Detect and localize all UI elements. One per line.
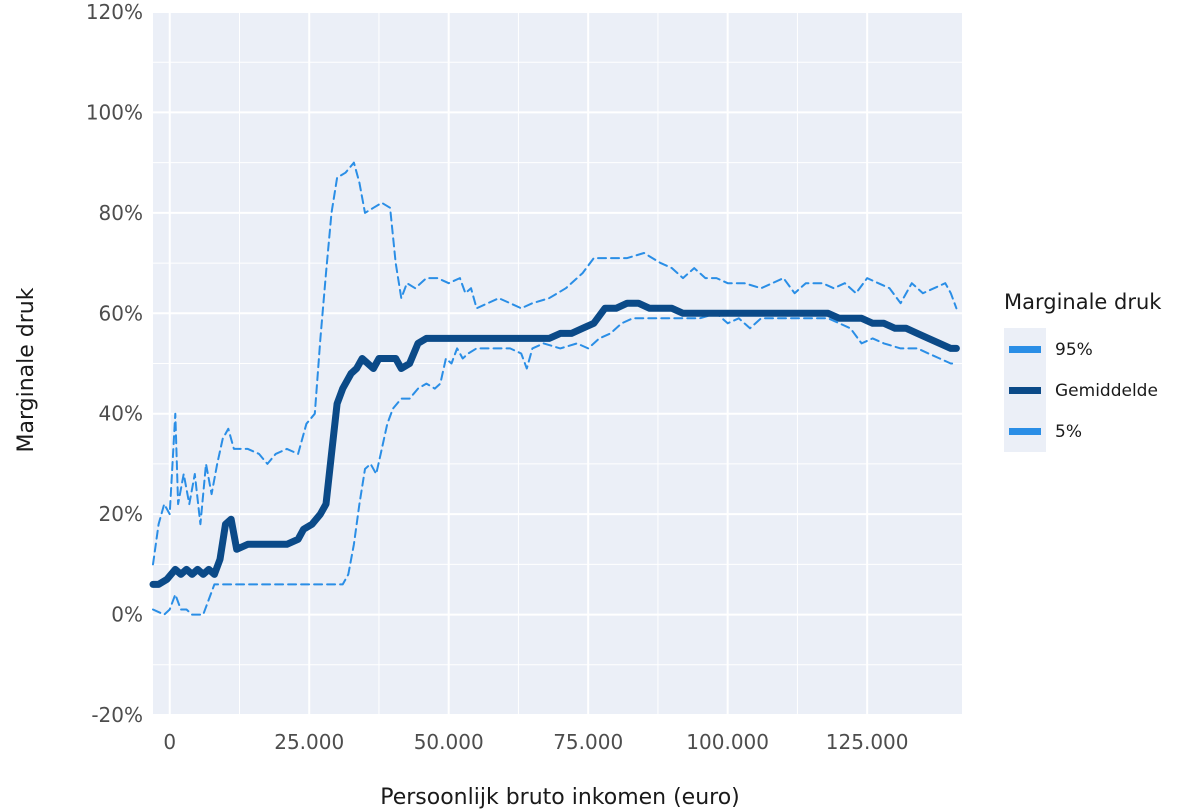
series-line-gemiddelde <box>149 299 960 588</box>
legend-label: 95% <box>1055 340 1093 360</box>
y-axis-title: Marginale druk <box>14 287 39 452</box>
y-tick-label: 120% <box>86 0 143 24</box>
x-tick-label: 75.000 <box>553 730 623 754</box>
x-axis-ticks: 0 25.000 50.000 75.000 100.000 125.000 <box>163 730 908 754</box>
x-tick-label: 25.000 <box>274 730 344 754</box>
series-line-5- <box>152 312 958 616</box>
x-tick-label: 100.000 <box>686 730 769 754</box>
legend-label: 5% <box>1055 422 1082 442</box>
x-tick-label: 0 <box>163 730 176 754</box>
legend-title: Marginale druk <box>1004 290 1162 314</box>
y-tick-label: 40% <box>99 402 143 426</box>
y-tick-label: -20% <box>91 703 143 727</box>
y-axis-ticks: -20% 0% 20% 40% 60% 80% 100% 120% <box>86 0 143 727</box>
y-tick-label: 20% <box>99 502 143 526</box>
y-tick-label: 60% <box>99 301 143 325</box>
legend-label: Gemiddelde <box>1055 381 1158 401</box>
x-axis-title: Persoonlijk bruto inkomen (euro) <box>380 785 740 810</box>
y-tick-label: 100% <box>86 100 143 124</box>
series-lines <box>149 161 960 616</box>
x-tick-label: 50.000 <box>414 730 484 754</box>
y-tick-label: 0% <box>111 603 143 627</box>
legend-key <box>1009 428 1041 435</box>
y-tick-label: 80% <box>99 201 143 225</box>
grid <box>153 11 962 716</box>
series-line-95- <box>152 161 958 566</box>
legend-key <box>1009 346 1041 353</box>
legend-key <box>1009 387 1041 394</box>
legend: Marginale druk 95% Gemiddelde 5% <box>1004 290 1162 452</box>
x-tick-label: 125.000 <box>826 730 909 754</box>
